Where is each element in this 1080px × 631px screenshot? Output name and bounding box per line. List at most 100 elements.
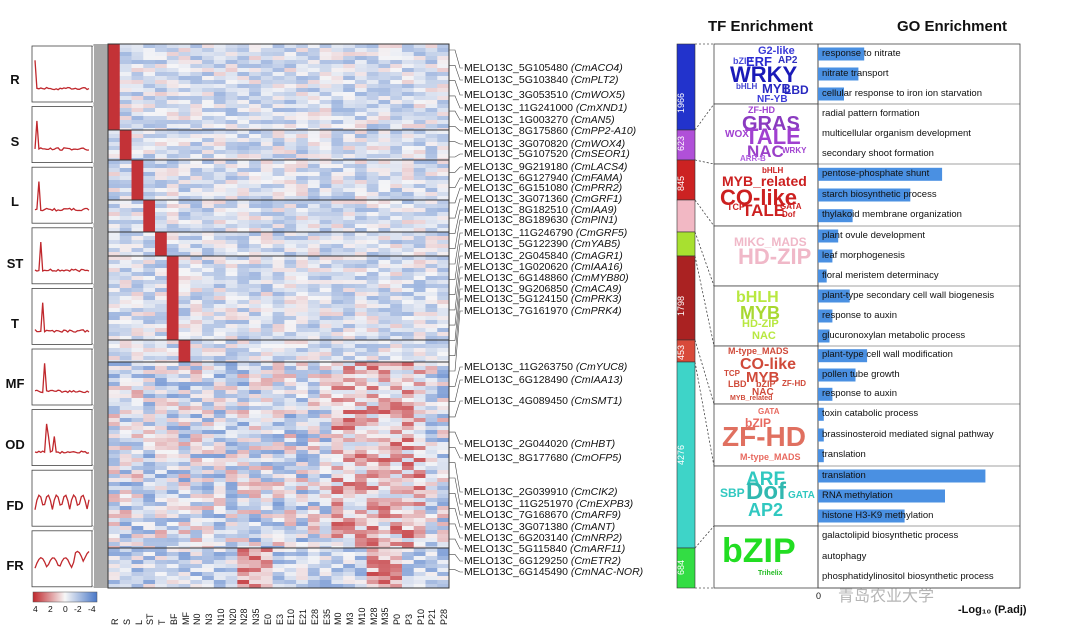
- heatmap-cell: [237, 572, 250, 577]
- heatmap-cell: [143, 534, 156, 539]
- heatmap-cell: [178, 572, 191, 577]
- heatmap-cell: [202, 402, 215, 407]
- heatmap-cell: [437, 108, 450, 113]
- heatmap-cell: [260, 506, 273, 511]
- heatmap-cell: [108, 474, 121, 479]
- heatmap-cell: [260, 184, 273, 189]
- heatmap-cell: [143, 120, 156, 125]
- heatmap-cell: [437, 200, 450, 205]
- heatmap-cell: [213, 454, 226, 459]
- go-term: plant ovule development: [822, 229, 925, 241]
- heatmap-cell: [155, 240, 168, 245]
- heatmap-cell: [225, 304, 238, 309]
- heatmap-cell: [413, 100, 426, 105]
- heatmap-cell: [213, 426, 226, 431]
- heatmap-cell: [213, 220, 226, 225]
- heatmap-cell: [166, 288, 179, 293]
- heatmap-cell: [108, 268, 121, 273]
- heatmap-cell: [354, 332, 367, 337]
- heatmap-cell: [237, 482, 250, 487]
- go-bar: [818, 509, 905, 523]
- heatmap-cell: [319, 84, 332, 89]
- heatmap-cell: [390, 52, 403, 57]
- heatmap-cell: [413, 316, 426, 321]
- heatmap-cell: [225, 160, 238, 165]
- heatmap-cell: [108, 100, 121, 105]
- gene-name: (CmARF9): [570, 509, 621, 521]
- heatmap-cell: [378, 370, 391, 375]
- heatmap-cell: [284, 450, 297, 455]
- heatmap-cell: [284, 356, 297, 361]
- heatmap-cell: [249, 204, 262, 209]
- heatmap-cell: [225, 502, 238, 507]
- heatmap-cell: [319, 490, 332, 495]
- heatmap-cell: [108, 160, 121, 165]
- heatmap-cell: [413, 196, 426, 201]
- heatmap-cell: [272, 48, 285, 53]
- gene-connector: [449, 379, 463, 402]
- heatmap-cell: [249, 232, 262, 237]
- heatmap-cell: [425, 572, 438, 577]
- heatmap-cell: [366, 204, 379, 209]
- heatmap-cell: [272, 150, 285, 155]
- heatmap-cell: [366, 84, 379, 89]
- heatmap-cell: [307, 84, 320, 89]
- heatmap-cell: [237, 506, 250, 511]
- heatmap-cell: [413, 568, 426, 573]
- heatmap-cell: [284, 300, 297, 305]
- heatmap-cell: [225, 328, 238, 333]
- heatmap-cell: [390, 356, 403, 361]
- heatmap-cell: [272, 538, 285, 543]
- heatmap-cell: [319, 502, 332, 507]
- heatmap-cell: [296, 430, 309, 435]
- heatmap-cell: [166, 154, 179, 159]
- heatmap-cell: [237, 176, 250, 181]
- heatmap-cell: [190, 506, 203, 511]
- heatmap-cell: [225, 442, 238, 447]
- heatmap-cell: [108, 146, 121, 151]
- heatmap-cell: [119, 104, 132, 109]
- heatmap-cell: [190, 382, 203, 387]
- heatmap-cell: [213, 200, 226, 205]
- heatmap-cell: [166, 116, 179, 121]
- gene-connector: [449, 366, 463, 387]
- heatmap-cell: [413, 56, 426, 61]
- heatmap-cell: [249, 450, 262, 455]
- heatmap-cell: [284, 44, 297, 49]
- heatmap-cell: [284, 134, 297, 139]
- heatmap-cell: [131, 44, 144, 49]
- heatmap-cell: [307, 244, 320, 249]
- heatmap-cell: [378, 320, 391, 325]
- heatmap-cell: [202, 580, 215, 585]
- heatmap-cell: [178, 138, 191, 143]
- heatmap-cell: [331, 366, 344, 371]
- heatmap-cell: [119, 564, 132, 569]
- heatmap-cell: [366, 390, 379, 395]
- heatmap-cell: [307, 438, 320, 443]
- heatmap-cell: [166, 530, 179, 535]
- heatmap-cell: [202, 478, 215, 483]
- heatmap-cell: [307, 252, 320, 257]
- heatmap-cell: [425, 196, 438, 201]
- gene-name: (CmPRK3): [570, 293, 622, 305]
- heatmap-cell: [190, 478, 203, 483]
- heatmap-cell: [272, 72, 285, 77]
- heatmap-cell: [307, 304, 320, 309]
- heatmap-cell: [296, 572, 309, 577]
- heatmap-cell: [390, 228, 403, 233]
- heatmap-cell: [437, 224, 450, 229]
- heatmap-cell: [378, 208, 391, 213]
- heatmap-cell: [225, 548, 238, 553]
- heatmap-cell: [213, 462, 226, 467]
- heatmap-cell: [237, 430, 250, 435]
- heatmap-cell: [354, 386, 367, 391]
- heatmap-cell: [331, 130, 344, 135]
- heatmap-cell: [155, 112, 168, 117]
- heatmap-cell: [354, 510, 367, 515]
- heatmap-cell: [202, 116, 215, 121]
- heatmap-cell: [366, 378, 379, 383]
- heatmap-cell: [260, 244, 273, 249]
- heatmap-cell: [272, 280, 285, 285]
- heatmap-cell: [331, 406, 344, 411]
- heatmap-cell: [237, 474, 250, 479]
